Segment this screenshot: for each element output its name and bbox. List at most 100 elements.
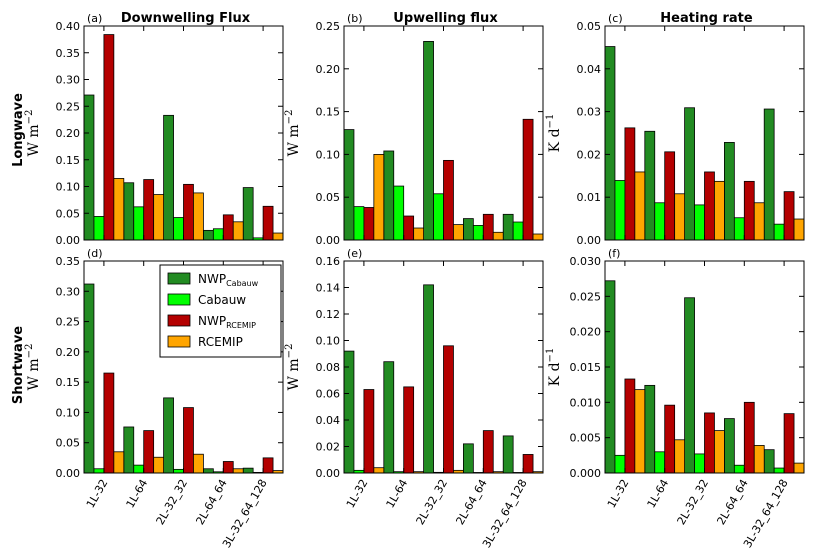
bar (743, 401, 755, 474)
bar (783, 413, 795, 474)
bar (183, 407, 194, 474)
bar (183, 183, 194, 241)
panel-title: Downwelling Flux (121, 11, 251, 26)
bar (773, 223, 785, 241)
chart-panel-2: 0.00 0.05 0.10 0.15 0.20 0.25 (b) Upwelling flu… (284, 11, 544, 247)
y-tick-label: 0.05 (316, 191, 341, 204)
bar (133, 206, 145, 241)
bar (262, 205, 274, 241)
bar (443, 345, 454, 474)
bar (522, 118, 534, 241)
bar (654, 451, 666, 474)
y-tick-label: 0.030 (570, 255, 602, 268)
bar (173, 217, 184, 241)
bar (353, 206, 365, 241)
bar (383, 361, 395, 474)
bar (363, 389, 375, 474)
y-tick-label: 0.20 (56, 127, 81, 140)
bar (393, 185, 405, 241)
legend-swatch (167, 335, 191, 348)
panel-label: (f) (608, 247, 620, 260)
y-tick-label: 0.25 (316, 20, 341, 33)
bar (83, 94, 95, 241)
y-axis-label: K d−1 (545, 114, 563, 153)
bar (242, 467, 254, 474)
y-tick-label: 0.05 (56, 207, 81, 220)
y-tick-label: 0.15 (56, 376, 81, 389)
bar (492, 231, 504, 241)
panel-label: (d) (87, 247, 103, 260)
y-tick-label: 0.25 (56, 100, 81, 113)
x-tick-label: 2L-32_32 (675, 477, 711, 527)
bar (753, 445, 765, 474)
bar (522, 454, 534, 474)
x-tick-label: 1L-32 (344, 477, 371, 510)
bar (512, 221, 524, 241)
bar (664, 404, 676, 474)
x-tick-label: 1L-32 (605, 477, 632, 510)
bar (133, 464, 145, 474)
bar (724, 418, 735, 474)
bar (113, 451, 125, 474)
legend-label: NWPCabauw (198, 272, 259, 288)
y-axis-label: W m−2 (284, 110, 302, 157)
bar (83, 283, 95, 474)
bar (453, 224, 464, 241)
y-tick-label: 0.02 (316, 441, 341, 454)
y-tick-label: 0.16 (316, 255, 341, 268)
y-tick-label: 0.00 (56, 234, 81, 247)
bar (163, 114, 174, 241)
panel-title: Upwelling flux (393, 11, 498, 26)
y-tick-label: 0.10 (316, 335, 341, 348)
bar (262, 457, 274, 474)
bar (443, 159, 454, 241)
bar (413, 227, 424, 241)
bar (733, 217, 745, 241)
bar (694, 204, 705, 241)
x-tick-label: 3L-32_64_128 (480, 477, 530, 550)
bar (423, 284, 434, 474)
y-tick-label: 0.02 (577, 148, 602, 161)
legend-swatch (167, 272, 191, 285)
panel-label: (b) (347, 12, 363, 25)
y-tick-label: 0.00 (316, 234, 341, 247)
x-tick-label: 1L-32 (84, 477, 111, 510)
y-tick-label: 0.12 (316, 308, 341, 321)
panel-title: Heating rate (660, 11, 753, 26)
legend: NWPCabauw Cabauw NWPRCEMIP RCEMIP (159, 264, 282, 358)
y-tick-label: 0.00 (56, 467, 81, 480)
y-axis-label: W m−2 (24, 110, 42, 157)
y-tick-label: 0.005 (570, 432, 602, 445)
bar (714, 180, 725, 241)
legend-label: Cabauw (198, 293, 246, 307)
bar (343, 129, 355, 241)
y-tick-label: 0.30 (56, 285, 81, 298)
bar (502, 213, 514, 241)
bar (753, 202, 765, 241)
y-tick-label: 0.10 (316, 148, 341, 161)
bar (482, 430, 494, 474)
y-axis-label: K d−1 (545, 348, 563, 387)
bar (113, 178, 125, 241)
bar (654, 202, 666, 241)
bar (733, 464, 745, 474)
x-tick-label: 2L-64_64 (193, 477, 229, 527)
bar (694, 453, 705, 474)
y-tick-label: 0.08 (316, 361, 341, 374)
y-tick-label: 0.15 (56, 154, 81, 167)
bar (143, 179, 155, 241)
bar (222, 461, 234, 474)
bar (403, 386, 415, 474)
bar (232, 221, 244, 241)
bar (173, 468, 184, 474)
bar (103, 372, 115, 474)
bar (373, 467, 385, 474)
bar (423, 41, 434, 241)
y-tick-label: 0.15 (316, 106, 341, 119)
panel-label: (a) (87, 12, 102, 25)
bar (123, 182, 135, 241)
legend-swatch (167, 314, 191, 327)
bar (763, 108, 775, 241)
panels: 0.00 0.05 0.10 0.15 0.20 0.25 0.30 0.35 0.40 (a) D… (24, 11, 805, 550)
legend-label: RCEMIP (198, 335, 243, 349)
